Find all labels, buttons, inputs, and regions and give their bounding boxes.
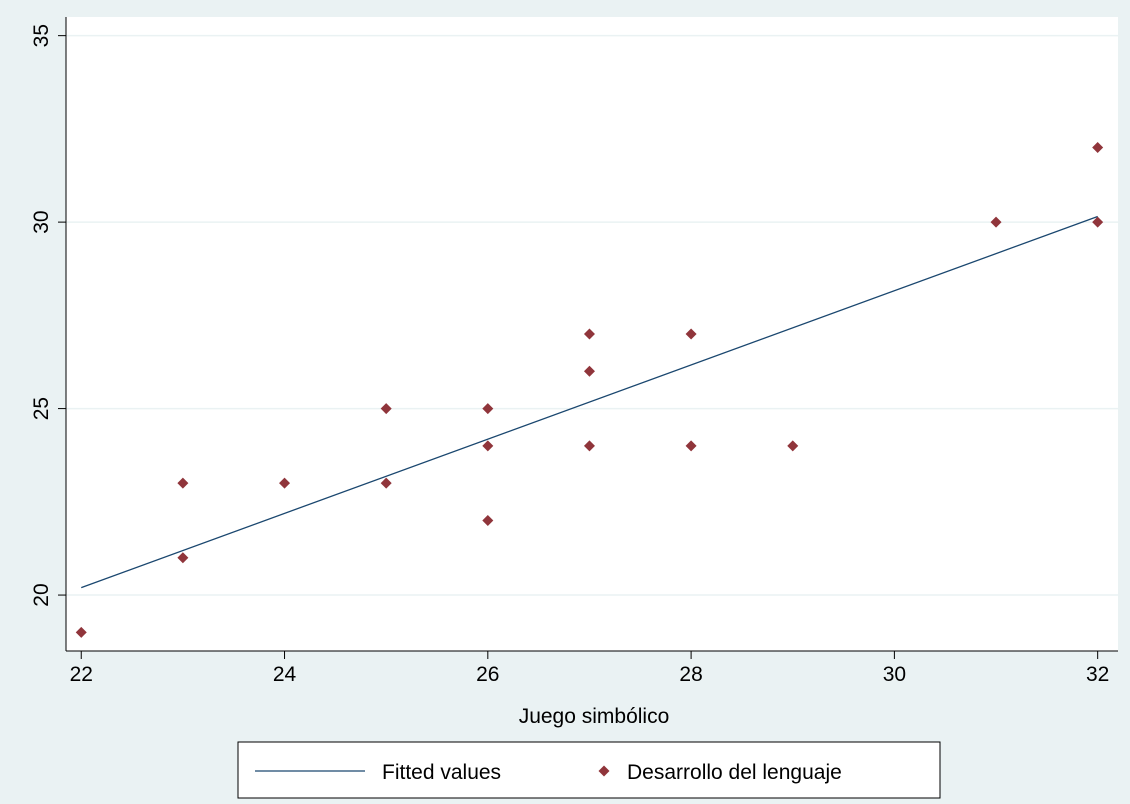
axes: 20 25 30 35 22 24 26 28 30 32 <box>30 17 1118 686</box>
scatter-point <box>380 403 392 415</box>
legend-label-fitted-values: Fitted values <box>382 761 501 784</box>
scatter-point <box>1092 216 1104 228</box>
scatter-point <box>75 626 87 638</box>
series <box>75 142 1104 638</box>
y-tick-label: 25 <box>30 397 53 420</box>
scatter-point <box>685 440 697 452</box>
scatter-point <box>482 514 494 526</box>
x-tick-label: 24 <box>273 663 297 686</box>
x-tick-label: 30 <box>883 663 906 686</box>
scatter-point <box>583 440 595 452</box>
x-tick-label: 22 <box>70 663 93 686</box>
scatter-point <box>787 440 799 452</box>
y-tick-label: 30 <box>30 210 53 233</box>
y-tick-label: 35 <box>30 24 53 47</box>
scatter-point <box>279 477 291 489</box>
legend-box <box>237 741 941 799</box>
x-tick-label: 26 <box>476 663 499 686</box>
legend: Fitted values Desarrollo del lenguaje <box>237 741 941 799</box>
fitted-values-line <box>81 215 1098 589</box>
grid-lines <box>66 34 1118 596</box>
x-tick-label: 28 <box>679 663 702 686</box>
scatter-point <box>482 403 494 415</box>
scatter-point <box>380 477 392 489</box>
scatter-point <box>583 328 595 340</box>
y-tick-label: 20 <box>30 583 53 606</box>
x-tick-label: 32 <box>1086 663 1109 686</box>
scatter-point <box>685 328 697 340</box>
legend-diamond-swatch <box>598 765 610 777</box>
scatter-point <box>177 552 189 564</box>
scatter-point <box>177 477 189 489</box>
scatter-point <box>482 440 494 452</box>
legend-label-desarrollo-del-lenguaje: Desarrollo del lenguaje <box>627 761 842 784</box>
scatter-point <box>990 216 1002 228</box>
scatter-point <box>1092 142 1104 154</box>
scatter-point <box>583 365 595 377</box>
x-axis-label: Juego simbólico <box>519 705 670 728</box>
